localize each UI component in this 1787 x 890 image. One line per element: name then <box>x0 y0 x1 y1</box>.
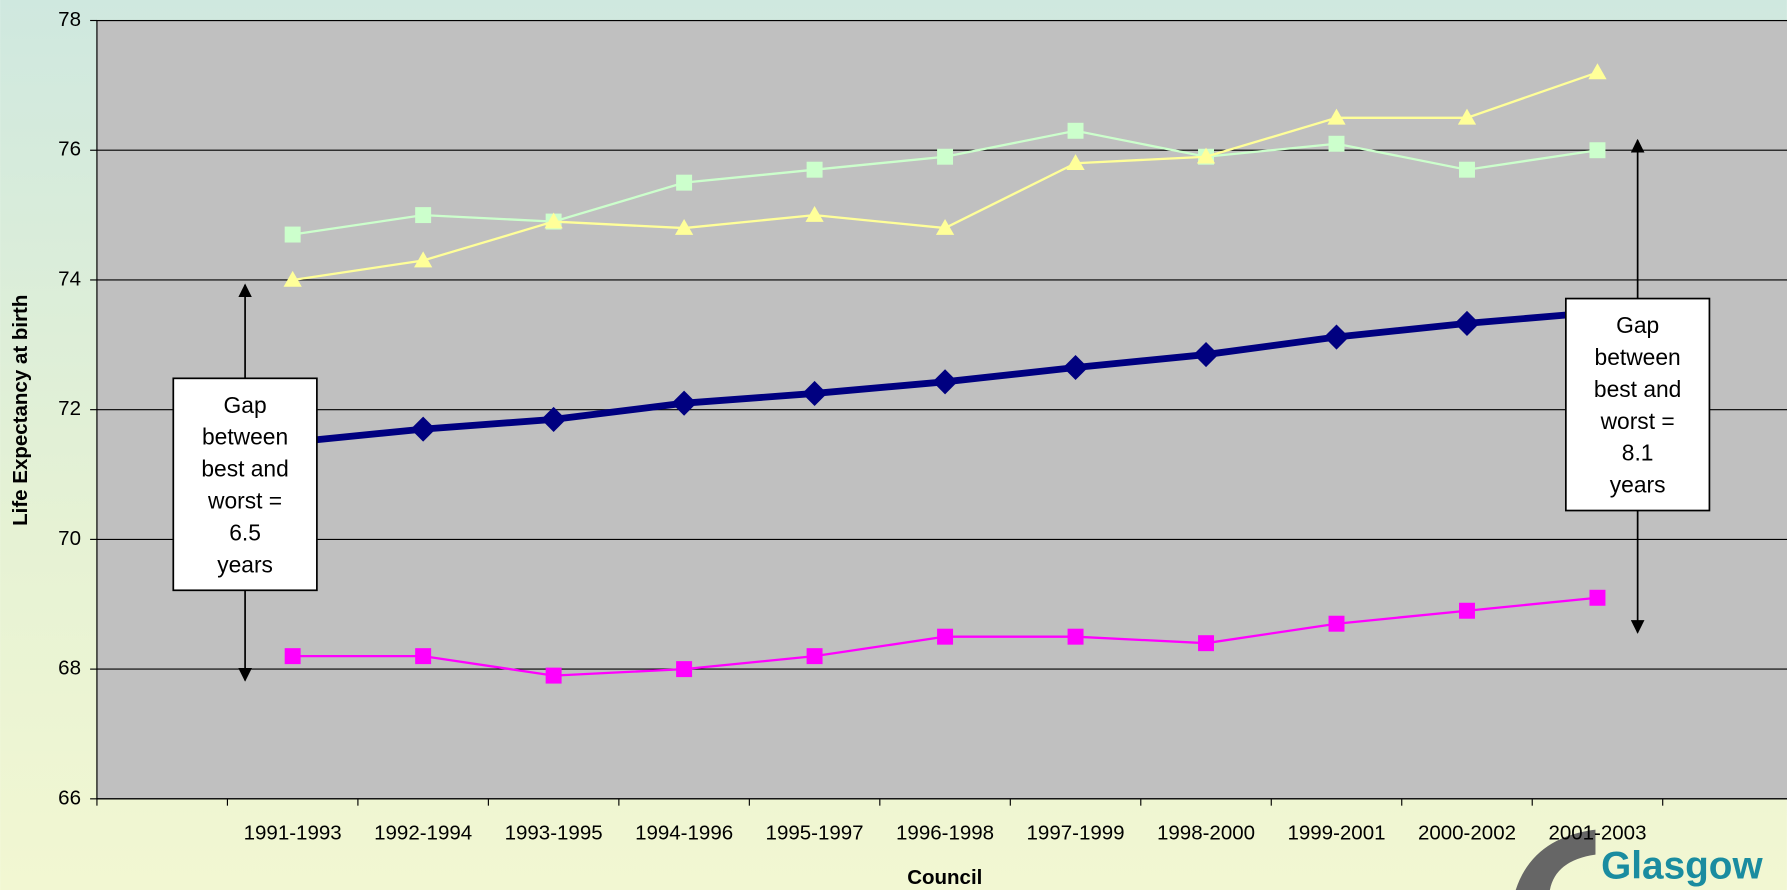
marker <box>1454 310 1480 336</box>
marker <box>1589 589 1606 606</box>
y-tick-label: 68 <box>58 657 81 680</box>
y-tick-label: 76 <box>58 138 81 161</box>
annotation-text: years <box>1610 472 1666 498</box>
annotation-text: between <box>202 424 288 450</box>
marker <box>415 648 432 665</box>
x-tick-label: 1994-1996 <box>635 822 733 845</box>
x-tick-label: 1999-2001 <box>1287 822 1385 845</box>
marker <box>1457 108 1477 125</box>
marker <box>410 416 436 442</box>
x-tick-label: 2001-2003 <box>1548 822 1646 845</box>
marker <box>937 628 954 645</box>
annotation-text: Gap <box>1616 312 1659 338</box>
x-tick-label: 1991-1993 <box>244 822 342 845</box>
marker <box>806 648 823 665</box>
marker <box>1589 142 1606 159</box>
annotation-text: worst = <box>1600 408 1675 434</box>
annotation-box <box>172 377 318 592</box>
annotation-text: 6.5 <box>229 519 261 545</box>
y-tick-label: 72 <box>58 397 81 420</box>
annotation-box <box>1564 297 1711 512</box>
marker <box>1067 628 1084 645</box>
marker <box>676 174 693 191</box>
marker <box>1193 342 1219 368</box>
x-tick-label: 2000-2002 <box>1418 822 1516 845</box>
marker <box>674 218 694 235</box>
logo-mark <box>1515 829 1596 890</box>
marker <box>935 218 955 235</box>
x-tick-label: 1997-1999 <box>1027 822 1125 845</box>
x-axis-title: Council <box>907 866 982 889</box>
y-tick-label: 66 <box>58 786 81 809</box>
marker <box>1459 161 1475 178</box>
marker <box>1328 135 1345 152</box>
marker <box>1588 63 1607 80</box>
marker <box>676 661 693 678</box>
marker <box>937 148 954 165</box>
marker <box>806 161 823 178</box>
annotation-text: Gap <box>224 392 267 418</box>
marker <box>284 226 301 243</box>
marker <box>671 390 697 416</box>
marker <box>284 648 301 665</box>
marker <box>544 212 563 229</box>
annotation-text: worst = <box>207 488 282 514</box>
marker <box>1328 615 1345 632</box>
marker <box>1459 602 1475 619</box>
marker <box>1067 122 1084 139</box>
marker <box>415 207 432 224</box>
marker <box>932 369 958 395</box>
marker <box>1327 108 1346 125</box>
marker <box>1198 635 1215 652</box>
marker <box>1066 154 1085 171</box>
annotation-text: between <box>1595 344 1681 370</box>
x-tick-label: 1992-1994 <box>374 822 472 845</box>
annotation-text: 8.1 <box>1622 440 1654 466</box>
marker <box>805 205 824 222</box>
y-tick-label: 70 <box>58 527 81 550</box>
annotation-text: years <box>217 551 273 577</box>
x-tick-label: 1993-1995 <box>505 822 603 845</box>
y-tick-label: 78 <box>58 8 81 31</box>
annotation-text: best and <box>201 456 288 482</box>
y-tick-label: 74 <box>58 267 81 290</box>
y-axis-title: Life Expectancy at birth <box>9 295 32 526</box>
marker <box>545 667 562 684</box>
x-tick-label: 1996-1998 <box>896 822 994 845</box>
annotation-text: best and <box>1594 376 1681 402</box>
marker <box>1196 147 1216 164</box>
marker <box>414 251 433 268</box>
marker <box>283 270 302 287</box>
marker <box>541 406 567 432</box>
x-tick-label: 1998-2000 <box>1157 822 1255 845</box>
logo-text: Glasgow <box>1601 845 1763 888</box>
x-tick-label: 1995-1997 <box>766 822 864 845</box>
